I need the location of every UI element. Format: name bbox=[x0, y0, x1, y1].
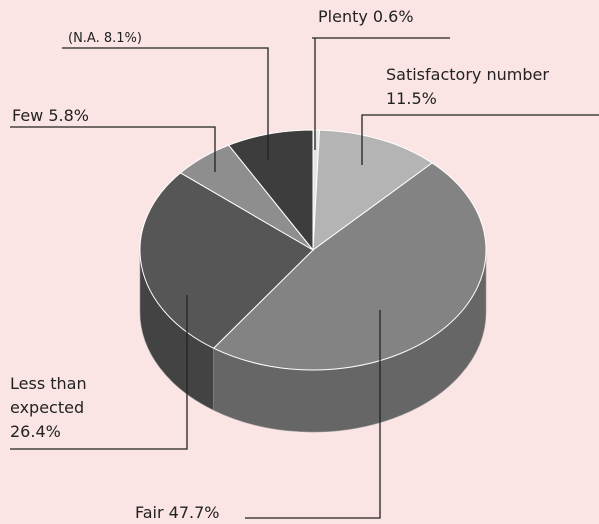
slice-label: expected bbox=[10, 398, 84, 417]
leader-line bbox=[10, 295, 188, 450]
pie-slice bbox=[212, 162, 487, 371]
pie-slice bbox=[227, 129, 314, 252]
slice-label: Few 5.8% bbox=[12, 106, 89, 125]
slice-label: Less than bbox=[10, 374, 87, 393]
leader-line bbox=[361, 114, 599, 165]
pie-slice bbox=[139, 172, 314, 349]
leader-line bbox=[62, 47, 269, 160]
leader-line bbox=[10, 126, 216, 172]
slice-label: (N.A. 8.1%) bbox=[68, 31, 142, 46]
slice-label: 26.4% bbox=[10, 422, 61, 441]
leader-line bbox=[245, 310, 381, 519]
slice-label: Fair 47.7% bbox=[135, 503, 219, 522]
leader-line bbox=[312, 37, 450, 150]
slice-label: Plenty 0.6% bbox=[318, 7, 414, 26]
slice-label: 11.5% bbox=[386, 89, 437, 108]
slice-label: Satisfactory number bbox=[386, 65, 549, 84]
pie-slice bbox=[312, 129, 433, 252]
